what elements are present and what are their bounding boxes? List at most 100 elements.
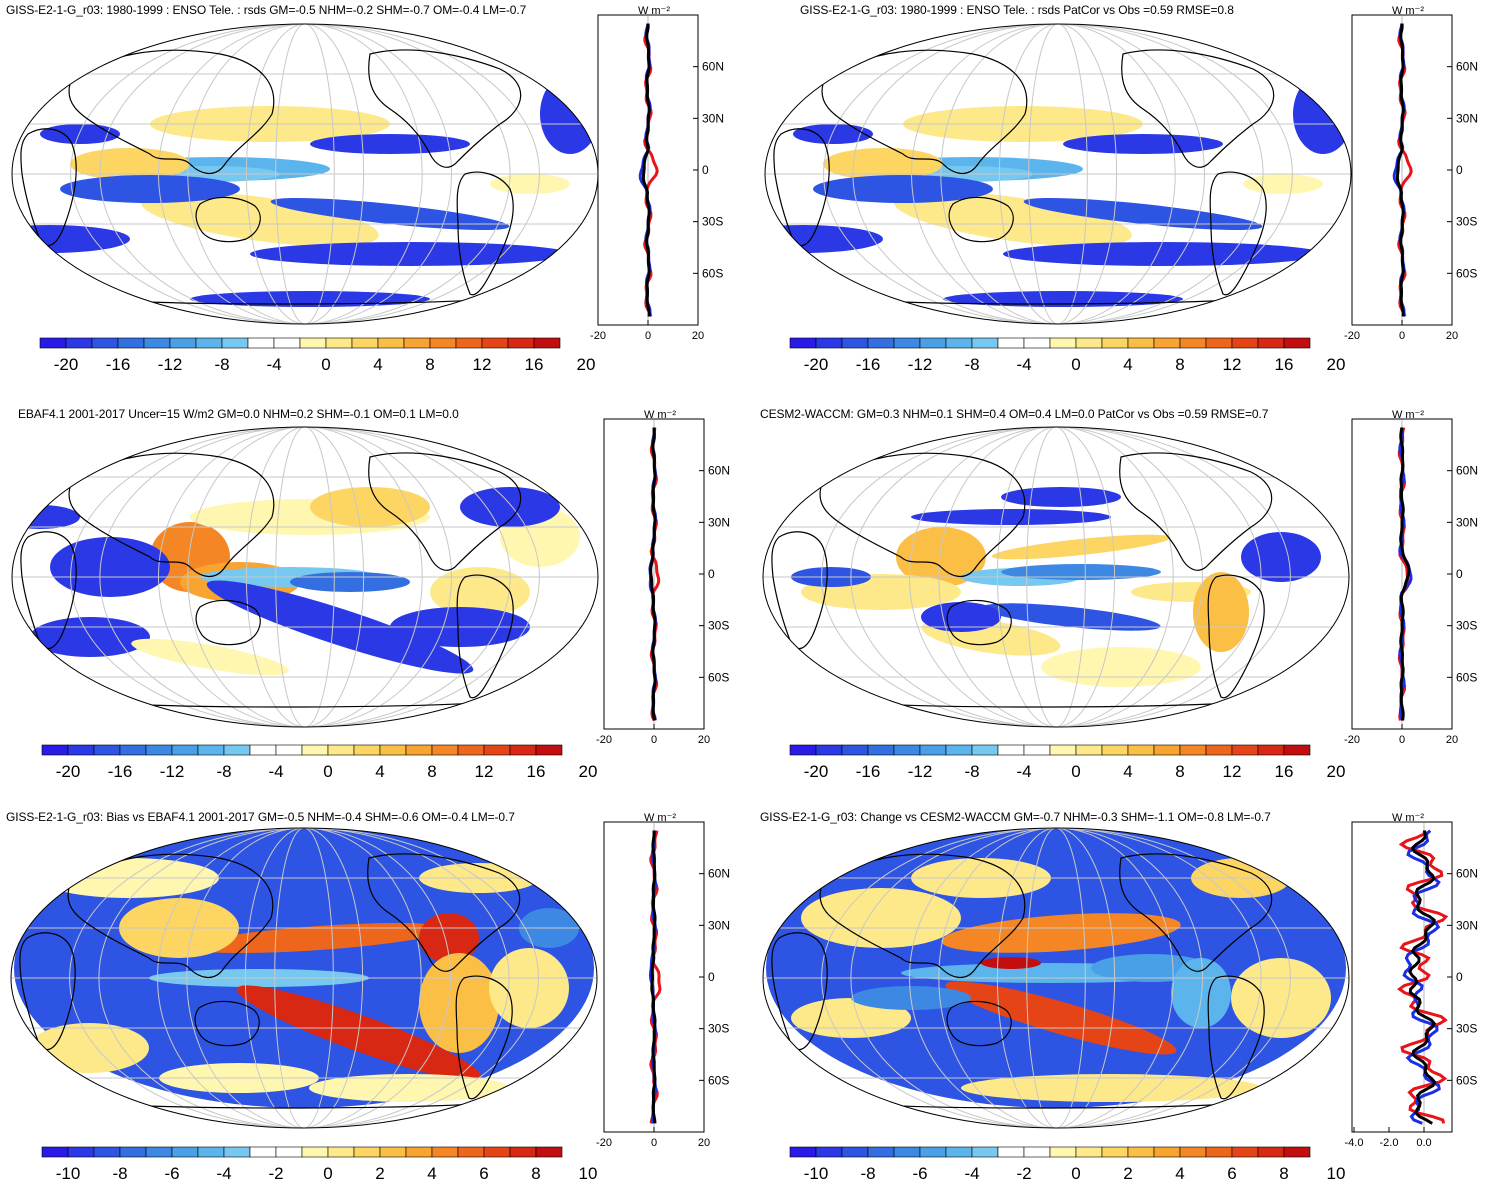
colorbar-swatch bbox=[171, 1146, 199, 1158]
graticule-meridian bbox=[996, 828, 1116, 1128]
colorbar-swatch bbox=[919, 744, 947, 756]
panel-cesm2: CESM2-WACCM: GM=0.3 NHM=0.1 SHM=0.4 OM=0… bbox=[746, 395, 1493, 785]
colorbar-swatch bbox=[405, 744, 433, 756]
zm-units: W m⁻² bbox=[644, 409, 676, 421]
colorbar-label: 0 bbox=[323, 762, 332, 781]
zm-x-tick-label: -20 bbox=[596, 1137, 612, 1149]
north-america-outline bbox=[367, 853, 521, 972]
colorbar-label: 0 bbox=[1071, 1164, 1080, 1183]
graticule-meridian bbox=[850, 828, 1262, 1128]
africa-outline bbox=[773, 128, 830, 247]
colorbar-swatch bbox=[1023, 337, 1051, 349]
colorbar-swatch bbox=[301, 744, 329, 756]
panel-change: GISS-E2-1-G_r03: Change vs CESM2-WACCM G… bbox=[746, 800, 1493, 1183]
zonal-mean-plot: W m⁻² 60N 30N 0 30S 60S -4.0 -2.0 0.0 bbox=[1345, 812, 1479, 1149]
colorbar-label: 20 bbox=[579, 762, 598, 781]
colorbar-label: -4 bbox=[268, 762, 283, 781]
zm-units: W m⁻² bbox=[638, 5, 670, 17]
colorbar-swatch bbox=[275, 744, 303, 756]
colorbar-swatch bbox=[1075, 744, 1103, 756]
graticule-meridian bbox=[158, 427, 452, 727]
zm-x-tick-label: 0 bbox=[1399, 330, 1405, 342]
lat-tick-label: 30N bbox=[1456, 515, 1478, 529]
colorbar-swatch bbox=[249, 744, 277, 756]
graticule bbox=[763, 828, 1349, 1128]
lat-tick-label: 60S bbox=[708, 670, 729, 684]
colorbar-swatch bbox=[919, 1146, 947, 1158]
colorbar-swatch bbox=[1075, 1146, 1103, 1158]
anomaly-patch bbox=[981, 957, 1041, 969]
graticule bbox=[763, 427, 1349, 727]
graticule bbox=[11, 828, 597, 1128]
zonal-mean-plot: W m⁻² 60N 30N 0 30S 60S -20 0 20 bbox=[1344, 409, 1478, 746]
colorbar-swatch bbox=[789, 744, 817, 756]
colorbar-swatch bbox=[197, 744, 225, 756]
anomaly-patch bbox=[430, 567, 530, 617]
lat-tick-label: 30S bbox=[708, 619, 729, 633]
map-border bbox=[11, 426, 599, 728]
colorbar-label: 4 bbox=[373, 355, 382, 374]
lat-tick-label: 0 bbox=[1456, 970, 1463, 984]
map-border bbox=[10, 827, 598, 1129]
colorbar-swatch bbox=[67, 1146, 95, 1158]
colorbar-swatch bbox=[145, 744, 173, 756]
colorbar-label: -8 bbox=[216, 762, 231, 781]
anomaly-patch bbox=[1001, 564, 1161, 580]
lat-tick-label: 30N bbox=[708, 918, 730, 932]
colorbar-swatch bbox=[1257, 1146, 1285, 1158]
colorbar-label: -4 bbox=[266, 355, 281, 374]
africa-outline bbox=[20, 128, 77, 247]
colorbar-label: 10 bbox=[579, 1164, 598, 1183]
colorbar-label: -4 bbox=[216, 1164, 231, 1183]
colorbar-swatch bbox=[893, 744, 921, 756]
anomaly-patch bbox=[1171, 958, 1231, 1028]
graticule-meridian bbox=[99, 24, 511, 324]
colorbar-label: -2 bbox=[1016, 1164, 1031, 1183]
anomaly-patch bbox=[460, 487, 560, 527]
graticule-meridian bbox=[187, 24, 423, 324]
colorbar-label: 2 bbox=[375, 1164, 384, 1183]
colorbar-swatch bbox=[119, 744, 147, 756]
colorbar-swatch bbox=[171, 744, 199, 756]
asia-outline bbox=[819, 452, 1026, 577]
zm-units: W m⁻² bbox=[1392, 5, 1424, 17]
anomaly-patch bbox=[189, 922, 449, 954]
colorbar-swatch bbox=[65, 337, 93, 349]
zm-units: W m⁻² bbox=[1392, 409, 1424, 421]
graticule-meridian bbox=[996, 427, 1116, 727]
colorbar-swatch bbox=[273, 337, 301, 349]
colorbar-label: 6 bbox=[1227, 1164, 1236, 1183]
colorbar-swatch bbox=[221, 337, 249, 349]
zm-series-red bbox=[643, 23, 659, 317]
panel-title: GISS-E2-1-G_r03: Change vs CESM2-WACCM G… bbox=[760, 810, 1271, 824]
colorbar-swatch bbox=[169, 337, 197, 349]
colorbar-swatch bbox=[327, 744, 355, 756]
colorbar-swatch bbox=[431, 744, 459, 756]
lat-tick-label: 0 bbox=[708, 970, 715, 984]
colorbar: -10 -8 -6 -4 -2 0 2 4 6 8 10 bbox=[41, 1146, 598, 1183]
colorbar-swatch bbox=[1257, 337, 1285, 349]
colorbar-label: -8 bbox=[112, 1164, 127, 1183]
anomaly-patch bbox=[981, 603, 1161, 631]
zonal-mean-plot: W m⁻² 60N 30N 0 30S 60S -20 0 20 bbox=[596, 409, 730, 746]
colorbar-swatch bbox=[1205, 337, 1233, 349]
panel-title: GISS-E2-1-G_r03: 1980-1999 : ENSO Tele. … bbox=[6, 3, 527, 17]
anomaly-patch bbox=[310, 487, 430, 527]
anomaly-patch bbox=[1063, 134, 1223, 154]
graticule-meridian bbox=[940, 24, 1176, 324]
colorbar-label: -20 bbox=[56, 762, 81, 781]
colorbar-swatch bbox=[1179, 744, 1207, 756]
anomaly-patch bbox=[823, 148, 943, 180]
colorbar-swatch bbox=[1127, 1146, 1155, 1158]
colorbar: -20 -16 -12 -8 -4 0 4 8 12 16 20 bbox=[789, 744, 1345, 781]
colorbar-swatch bbox=[455, 337, 483, 349]
zonal-mean-plot: W m⁻² 60N 30N 0 30S 60S -20 0 20 bbox=[1344, 5, 1478, 342]
colorbar-swatch bbox=[353, 744, 381, 756]
zm-series-black bbox=[641, 23, 651, 317]
graticule-meridian bbox=[245, 24, 365, 324]
colorbar-swatch bbox=[789, 337, 817, 349]
graticule-meridian bbox=[70, 427, 540, 727]
colorbar-swatch bbox=[815, 1146, 843, 1158]
colorbar-swatch bbox=[481, 337, 509, 349]
north-america-outline bbox=[368, 452, 522, 571]
